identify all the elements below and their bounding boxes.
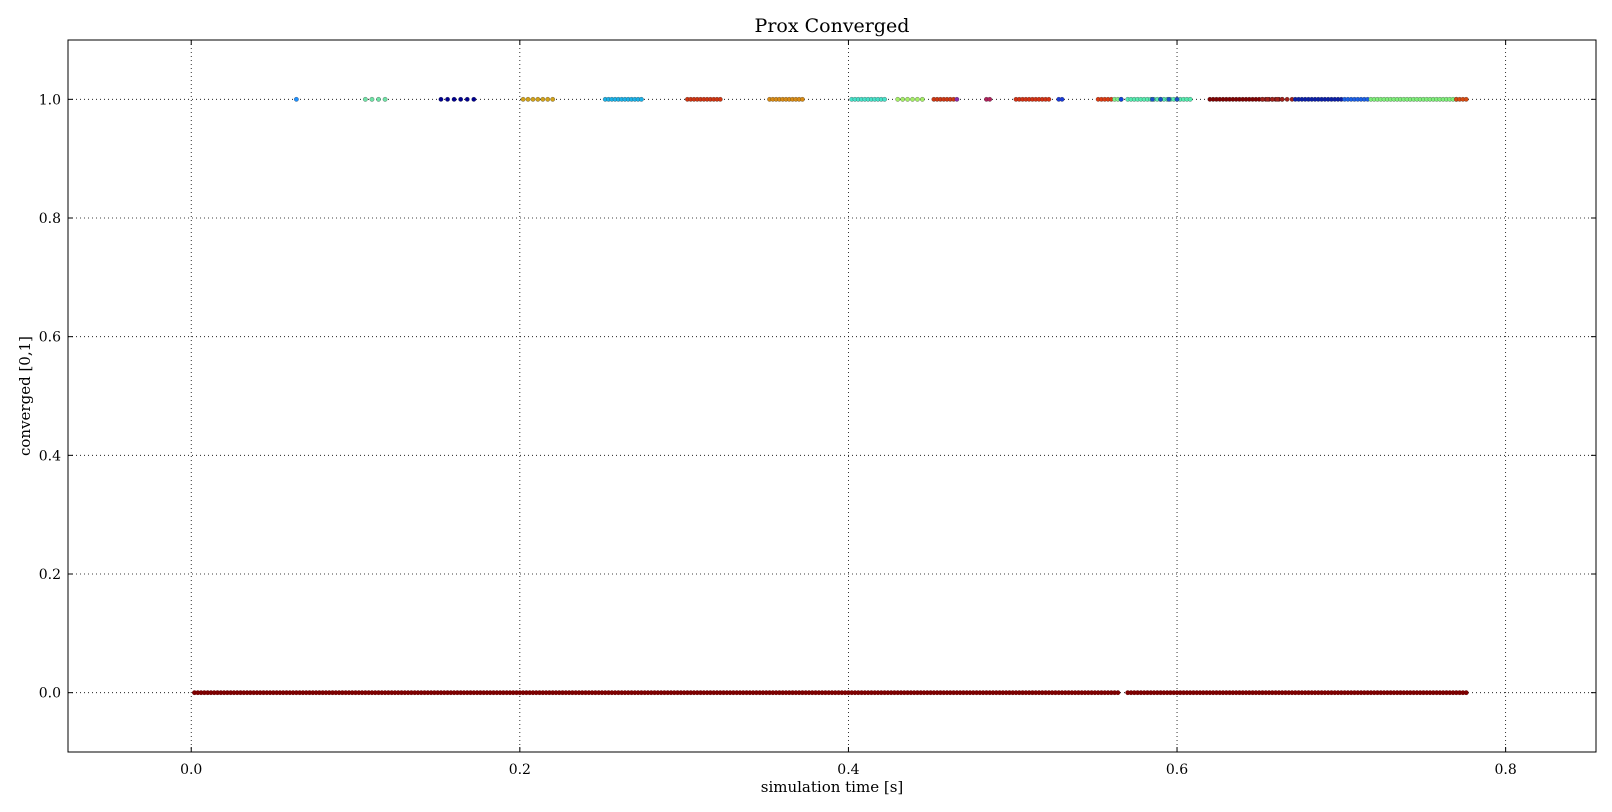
data-point-converged xyxy=(376,96,381,102)
x-tick-label: 0.4 xyxy=(837,762,859,778)
data-point-converged xyxy=(1059,96,1065,102)
data-point-converged xyxy=(1463,96,1469,102)
x-tick-label: 0.2 xyxy=(509,762,531,778)
data-point-converged xyxy=(530,96,536,102)
data-point-converged xyxy=(900,96,905,102)
data-point-converged xyxy=(1046,96,1052,102)
data-point-converged xyxy=(520,96,526,102)
data-point-converged xyxy=(1150,96,1155,102)
data-point-converged xyxy=(895,96,901,102)
data-point-converged xyxy=(639,96,644,102)
data-point-converged xyxy=(1284,96,1290,102)
y-tick-label: 0.2 xyxy=(39,567,61,583)
data-point-converged xyxy=(535,96,541,102)
y-tick-label: 0.6 xyxy=(39,330,61,346)
y-tick-label: 0.0 xyxy=(39,686,61,702)
data-point-converged xyxy=(540,96,546,102)
y-tick-label: 0.4 xyxy=(39,448,61,464)
data-point-converged xyxy=(1265,96,1270,102)
data-point-converged xyxy=(920,96,925,102)
data-point-converged xyxy=(1166,96,1172,102)
plot-area-frame xyxy=(67,39,1597,753)
data-point-converged xyxy=(1187,96,1193,102)
data-point-converged xyxy=(1269,96,1275,102)
data-point-converged xyxy=(882,96,887,102)
data-points xyxy=(192,96,1469,696)
data-point-converged xyxy=(800,96,805,102)
data-point-converged xyxy=(294,96,299,102)
y-tick-label: 0.8 xyxy=(39,211,61,227)
y-axis-label: converged [0,1] xyxy=(16,336,34,456)
data-point-converged xyxy=(910,96,915,102)
data-point-converged xyxy=(382,96,388,102)
data-point-converged xyxy=(1158,96,1163,102)
data-point-converged xyxy=(363,96,368,102)
data-point-converged xyxy=(464,96,470,102)
data-point-converged xyxy=(550,96,556,102)
axis-ticks: 0.0 0.2 0.4 0.6 0.8 0.0 0.2 0.4 0.6 0.8 1.0 xyxy=(39,40,1596,778)
data-point-converged xyxy=(445,96,450,102)
data-point-converged xyxy=(458,96,464,102)
data-point-unconverged xyxy=(1463,690,1469,696)
data-point-converged xyxy=(987,96,993,102)
data-point-converged xyxy=(471,96,477,102)
data-point-converged xyxy=(1260,96,1265,102)
data-point-converged xyxy=(905,96,910,102)
data-point-unconverged xyxy=(1115,690,1121,696)
data-point-converged xyxy=(438,96,444,102)
y-tick-label: 1.0 xyxy=(39,92,61,108)
data-point-converged xyxy=(915,96,920,102)
data-point-converged xyxy=(1118,96,1124,102)
data-point-converged xyxy=(369,96,375,102)
data-point-converged xyxy=(717,96,723,102)
data-point-converged xyxy=(1174,96,1180,102)
x-tick-label: 0.6 xyxy=(1166,762,1188,778)
chart-title: Prox Converged xyxy=(755,15,910,37)
data-point-converged xyxy=(1279,96,1285,102)
x-tick-label: 0.8 xyxy=(1495,762,1517,778)
data-point-converged xyxy=(525,96,531,102)
data-point-converged xyxy=(451,96,457,102)
data-point-converged xyxy=(545,96,551,102)
x-tick-label: 0.0 xyxy=(180,762,202,778)
data-point-converged xyxy=(1274,96,1280,102)
x-axis-label: simulation time [s] xyxy=(761,778,904,796)
data-point-converged xyxy=(954,96,960,102)
